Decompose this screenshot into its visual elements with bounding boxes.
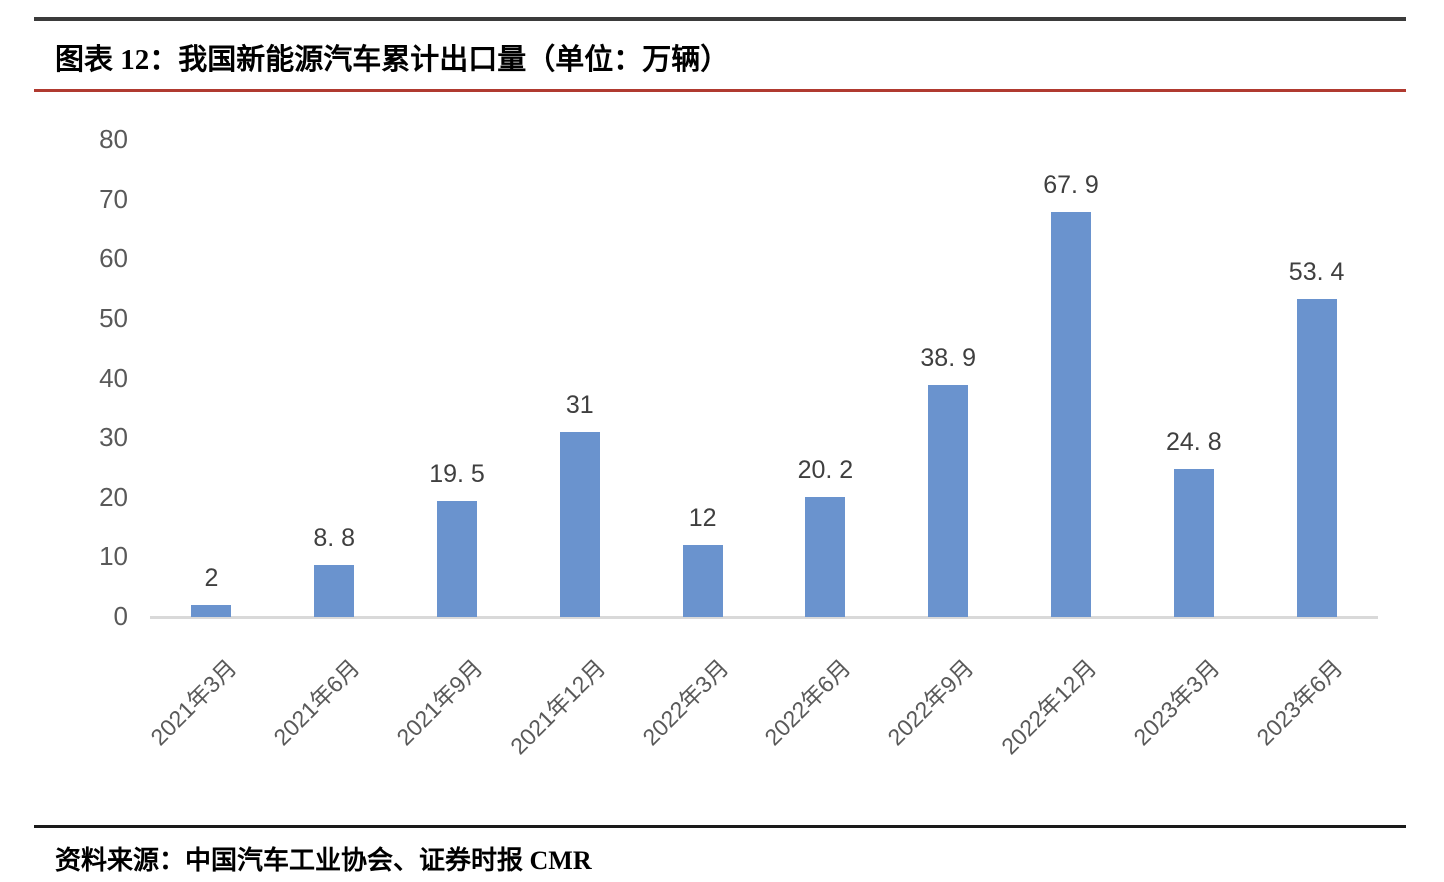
x-tick-label: 2022年6月 — [759, 654, 857, 751]
y-tick-label: 30 — [99, 422, 128, 453]
x-tick-label: 2021年3月 — [145, 654, 243, 751]
x-axis-line — [150, 616, 1378, 619]
bar — [191, 605, 232, 617]
x-tick-label: 2021年12月 — [505, 654, 611, 760]
bar — [805, 496, 846, 617]
x-tick-label: 2022年12月 — [996, 654, 1102, 760]
y-tick-label: 70 — [99, 183, 128, 214]
y-tick-label: 80 — [99, 124, 128, 154]
y-tick-label: 60 — [99, 243, 128, 274]
x-tick-label: 2023年3月 — [1128, 654, 1225, 751]
bottom-rule — [34, 825, 1406, 828]
bar — [437, 500, 477, 617]
top-rule — [34, 17, 1406, 21]
bar-value-label: 20. 2 — [797, 455, 854, 484]
bar — [1296, 298, 1337, 617]
bar-value-label: 19. 5 — [429, 459, 485, 488]
bar — [559, 432, 600, 617]
x-tick-label: 2021年9月 — [391, 654, 488, 751]
x-tick-label: 2022年9月 — [882, 654, 979, 751]
bar — [314, 564, 355, 617]
y-tick-label: 50 — [99, 302, 128, 333]
bar-value-label: 2 — [204, 564, 219, 593]
x-tick-label: 2021年6月 — [268, 654, 365, 751]
bar-value-label: 24. 8 — [1165, 428, 1222, 457]
chart-title: 图表 12：我国新能源汽车累计出口量（单位：万辆） — [55, 44, 730, 76]
y-tick-label: 20 — [99, 481, 128, 512]
bar-value-label: 53. 4 — [1288, 257, 1345, 286]
bar-value-label: 31 — [565, 391, 594, 420]
x-tick-label: 2023年6月 — [1251, 654, 1348, 751]
source-line: 资料来源：中国汽车工业协会、证券时报 CMR — [55, 846, 592, 875]
bar — [682, 545, 723, 617]
bar-value-label: 12 — [688, 504, 717, 533]
title-divider-red-rule — [34, 89, 1406, 92]
bar — [1051, 212, 1091, 617]
x-tick-label: 2022年3月 — [637, 654, 734, 751]
bar-value-label: 38. 9 — [920, 344, 976, 373]
bar — [928, 385, 969, 617]
bar — [1173, 469, 1214, 617]
y-tick-label: 10 — [99, 541, 128, 572]
bar-value-label: 8. 8 — [313, 523, 356, 552]
y-tick-label: 40 — [99, 362, 128, 393]
bar-value-label: 67. 9 — [1043, 171, 1099, 200]
y-tick-label: 0 — [113, 601, 128, 631]
